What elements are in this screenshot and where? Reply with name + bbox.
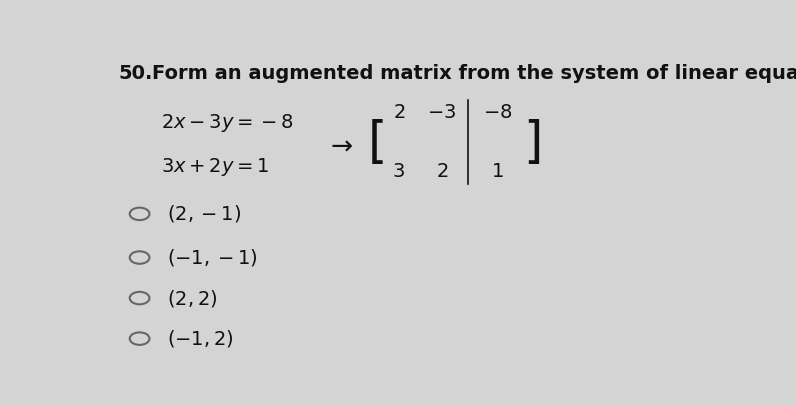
Text: $3$: $3$	[392, 162, 405, 181]
Text: $3x+2y=1$: $3x+2y=1$	[161, 156, 270, 178]
Text: 50.: 50.	[118, 64, 152, 83]
Text: $2$: $2$	[392, 103, 405, 122]
Text: $(-1, 2)$: $(-1, 2)$	[167, 328, 234, 349]
Text: $2x-3y=-8$: $2x-3y=-8$	[161, 113, 294, 134]
Text: $1$: $1$	[491, 162, 504, 181]
Text: $-3$: $-3$	[427, 103, 456, 122]
Text: $(-1, -1)$: $(-1, -1)$	[167, 247, 258, 268]
Text: Form an augmented matrix from the system of linear equations and solve.: Form an augmented matrix from the system…	[152, 64, 796, 83]
Text: $(2, 2)$: $(2, 2)$	[167, 288, 218, 309]
Text: $]$: $]$	[523, 118, 540, 166]
Text: $\rightarrow$: $\rightarrow$	[325, 132, 353, 158]
Text: $(2, -1)$: $(2, -1)$	[167, 203, 242, 224]
Text: $[$: $[$	[367, 118, 384, 166]
Text: $-8$: $-8$	[482, 103, 512, 122]
Text: $2$: $2$	[435, 162, 448, 181]
